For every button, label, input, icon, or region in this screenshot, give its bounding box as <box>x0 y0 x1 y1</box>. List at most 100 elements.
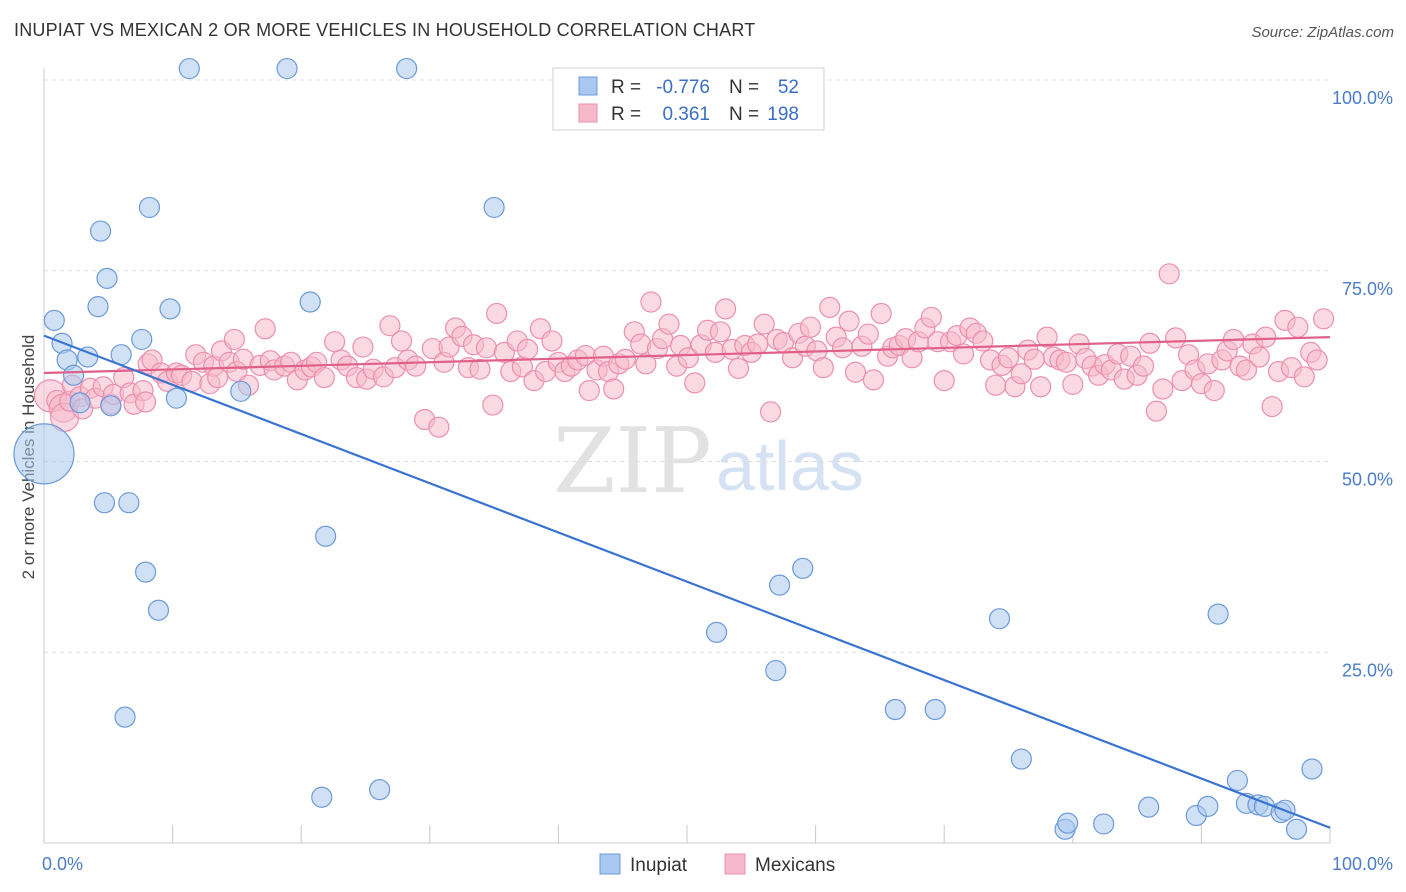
inupiat-point-52 <box>1301 758 1323 780</box>
inupiat-point-30 <box>705 621 728 644</box>
mexicans-point-96 <box>635 353 657 375</box>
stats-legend: R = -0.776 N = 52 R = 0.361 N = 198 <box>552 67 825 131</box>
inupiat-point-29 <box>483 196 505 219</box>
mexicans-point-159 <box>1036 326 1058 348</box>
mexicans-point-198 <box>1287 316 1309 338</box>
inupiat-point-5 <box>69 392 91 414</box>
inupiat-trend-line <box>43 334 1331 829</box>
inupiat-point-35 <box>924 698 946 721</box>
mexicans-point-103 <box>677 347 699 369</box>
mexicans-point-194 <box>1261 395 1283 418</box>
inupiat-point-13 <box>114 706 136 728</box>
mexicans-point-174 <box>1132 355 1155 377</box>
inupiat-point-43 <box>1197 795 1219 817</box>
bottom-legend-label-mexicans: Mexicans <box>755 855 835 876</box>
mexicans-point-163 <box>1062 373 1084 396</box>
mexicans-point-93 <box>614 348 636 370</box>
inupiat-point-27 <box>369 778 391 801</box>
inupiat-point-51 <box>1285 818 1308 840</box>
source-label: Source: ZipAtlas.com <box>1251 24 1394 41</box>
inupiat-point-41 <box>1138 796 1160 818</box>
bottom-legend: Inupiat Mexicans <box>599 853 835 876</box>
inupiat-point-28 <box>396 57 418 80</box>
inupiat-point-37 <box>1010 748 1032 770</box>
mexicans-point-185 <box>1203 379 1225 402</box>
stats-legend-n-value-1: 52 <box>778 77 799 98</box>
inupiat-point-7 <box>87 296 109 318</box>
inupiat-point-22 <box>230 380 252 402</box>
mexicans-point-151 <box>985 374 1007 396</box>
mexicans-point-32 <box>223 328 245 351</box>
mexicans-point-17 <box>134 391 157 413</box>
inupiat-point-15 <box>131 328 153 351</box>
inupiat-point-23 <box>276 57 298 80</box>
inupiat-point-33 <box>792 557 814 579</box>
chart-title: INUPIAT VS MEXICAN 2 OR MORE VEHICLES IN… <box>14 20 756 40</box>
mexicans-point-87 <box>578 379 600 402</box>
inupiat-points <box>13 57 1323 840</box>
mexicans-point-190 <box>1235 359 1258 381</box>
mexicans-point-104 <box>684 372 706 394</box>
mexicans-point-115 <box>753 313 775 335</box>
inupiat-point-0 <box>13 423 75 485</box>
mexicans-point-109 <box>714 298 737 320</box>
inupiat-point-24 <box>299 291 321 313</box>
inupiat-point-18 <box>147 599 170 621</box>
mexicans-point-133 <box>870 302 892 325</box>
axes <box>43 68 1331 844</box>
inupiat-point-32 <box>768 574 791 596</box>
inupiat-point-21 <box>178 57 200 80</box>
inupiat-point-19 <box>159 298 181 320</box>
mexicans-point-59 <box>405 355 427 377</box>
mexicans-point-177 <box>1152 378 1174 400</box>
mexicans-point-62 <box>428 416 450 438</box>
inupiat-point-8 <box>89 220 112 242</box>
inupiat-point-40 <box>1093 813 1115 835</box>
mexicans-point-122 <box>799 316 822 338</box>
inupiat-point-1 <box>43 309 65 331</box>
inupiat-point-17 <box>138 196 161 219</box>
mexicans-point-179 <box>1165 327 1187 349</box>
bottom-legend-swatch-inupiat <box>599 853 621 875</box>
mexicans-point-71 <box>482 394 504 416</box>
stats-legend-r-value-1: -0.776 <box>656 77 710 98</box>
mexicans-point-176 <box>1145 400 1167 422</box>
inupiat-point-16 <box>134 561 157 583</box>
inupiat-point-39 <box>1057 812 1079 834</box>
inupiat-point-14 <box>118 492 140 514</box>
stats-legend-box <box>552 67 825 131</box>
mexicans-point-158 <box>1030 376 1052 398</box>
mexicans-point-193 <box>1255 326 1277 348</box>
stats-legend-n-label-1: N = <box>729 77 759 98</box>
mexicans-point-129 <box>844 361 867 383</box>
mexicans-point-146 <box>952 343 975 365</box>
inupiat-point-20 <box>165 387 188 409</box>
mexicans-point-114 <box>747 333 769 355</box>
mexicans-point-111 <box>727 357 750 380</box>
mexicans-point-124 <box>812 357 834 379</box>
mexicans-point-47 <box>324 331 346 353</box>
mexicans-point-97 <box>640 291 662 313</box>
inupiat-point-31 <box>765 659 787 682</box>
inupiat-point-45 <box>1226 769 1249 792</box>
mexicans-point-162 <box>1055 351 1077 373</box>
inupiat-point-4 <box>62 364 85 386</box>
mexicans-point-108 <box>709 321 732 343</box>
watermark-atlas: atlas <box>716 427 864 505</box>
mexicans-point-131 <box>857 323 879 345</box>
mexicans-point-116 <box>759 401 782 423</box>
inupiat-point-10 <box>96 267 118 289</box>
y-tick-label-0: 25.0% <box>1342 660 1393 680</box>
mexicans-point-141 <box>920 306 942 328</box>
inupiat-point-34 <box>884 698 906 721</box>
mexicans-point-69 <box>469 358 491 380</box>
inupiat-point-44 <box>1207 603 1229 625</box>
x-tick-labels: 0.0% 100.0% <box>42 854 1393 874</box>
mexicans-point-157 <box>1023 348 1045 370</box>
stats-legend-r-label-2: R = <box>611 104 641 125</box>
trend-lines <box>43 334 1331 829</box>
mexicans-point-199 <box>1293 366 1315 388</box>
mexicans-point-201 <box>1306 349 1328 371</box>
mexicans-point-37 <box>254 318 276 340</box>
